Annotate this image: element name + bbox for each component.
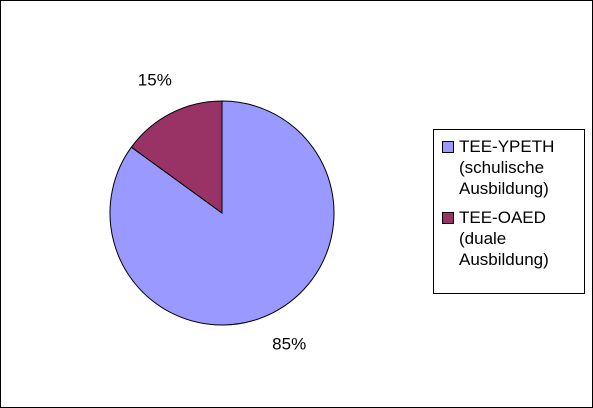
legend-label: TEE-YPETH (schulische Ausbildung) [459,137,555,198]
legend: TEE-YPETH (schulische Ausbildung) TEE-OAE… [433,129,585,294]
legend-label: TEE-OAED (duale Ausbildung) [459,208,549,269]
data-label: 85% [272,334,306,353]
legend-item: TEE-OAED (duale Ausbildung) [442,207,580,270]
legend-swatch [442,141,454,153]
pie-slice [130,100,223,214]
legend-swatch [442,212,454,224]
data-label: 15% [138,71,172,90]
legend-item: TEE-YPETH (schulische Ausbildung) [442,136,580,199]
